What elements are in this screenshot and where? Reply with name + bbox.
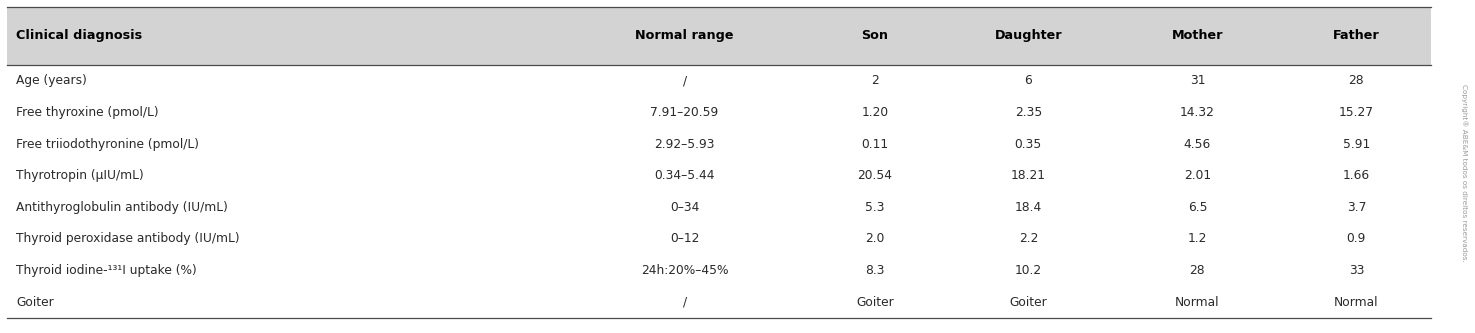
Text: Antithyroglobulin antibody (IU/mL): Antithyroglobulin antibody (IU/mL) xyxy=(16,201,227,214)
Text: Normal range: Normal range xyxy=(636,29,735,42)
Text: 1.2: 1.2 xyxy=(1187,232,1207,245)
Text: 2: 2 xyxy=(872,74,879,87)
Text: 2.01: 2.01 xyxy=(1184,169,1211,182)
Text: 31: 31 xyxy=(1190,74,1205,87)
Text: Goiter: Goiter xyxy=(855,296,894,309)
Text: Free thyroxine (pmol/L): Free thyroxine (pmol/L) xyxy=(16,106,158,119)
Text: 2.92–5.93: 2.92–5.93 xyxy=(655,138,715,151)
Text: 18.4: 18.4 xyxy=(1015,201,1041,214)
Text: 0.34–5.44: 0.34–5.44 xyxy=(655,169,715,182)
Text: Age (years): Age (years) xyxy=(16,74,87,87)
Text: 6: 6 xyxy=(1025,74,1032,87)
Text: Thyroid iodine-¹³¹I uptake (%): Thyroid iodine-¹³¹I uptake (%) xyxy=(16,264,196,277)
Text: 1.20: 1.20 xyxy=(861,106,888,119)
Bar xyxy=(7,7,1431,65)
Text: Clinical diagnosis: Clinical diagnosis xyxy=(16,29,142,42)
Text: 0.11: 0.11 xyxy=(861,138,888,151)
Text: /: / xyxy=(683,296,687,309)
Text: 5.91: 5.91 xyxy=(1342,138,1370,151)
Text: 28: 28 xyxy=(1348,74,1364,87)
Text: 0.9: 0.9 xyxy=(1347,232,1366,245)
Text: Daughter: Daughter xyxy=(994,29,1062,42)
Text: 14.32: 14.32 xyxy=(1180,106,1215,119)
Text: 1.66: 1.66 xyxy=(1342,169,1370,182)
Text: 2.2: 2.2 xyxy=(1019,232,1038,245)
Text: Mother: Mother xyxy=(1171,29,1223,42)
Text: Goiter: Goiter xyxy=(16,296,53,309)
Text: Son: Son xyxy=(861,29,888,42)
Text: 8.3: 8.3 xyxy=(866,264,885,277)
Text: 28: 28 xyxy=(1190,264,1205,277)
Text: 5.3: 5.3 xyxy=(866,201,885,214)
Text: Thyrotropin (μIU/mL): Thyrotropin (μIU/mL) xyxy=(16,169,143,182)
Text: 3.7: 3.7 xyxy=(1347,201,1366,214)
Text: 15.27: 15.27 xyxy=(1339,106,1373,119)
Text: Normal: Normal xyxy=(1333,296,1379,309)
Text: 4.56: 4.56 xyxy=(1184,138,1211,151)
Text: 7.91–20.59: 7.91–20.59 xyxy=(650,106,718,119)
Text: 2.35: 2.35 xyxy=(1015,106,1041,119)
Text: 24h:20%–45%: 24h:20%–45% xyxy=(640,264,729,277)
Text: Normal: Normal xyxy=(1176,296,1220,309)
Text: Copyright® ABE&M todos os direitos reservados.: Copyright® ABE&M todos os direitos reser… xyxy=(1462,84,1468,262)
Text: Father: Father xyxy=(1333,29,1379,42)
Text: 33: 33 xyxy=(1348,264,1364,277)
Text: 0.35: 0.35 xyxy=(1015,138,1041,151)
Text: Thyroid peroxidase antibody (IU/mL): Thyroid peroxidase antibody (IU/mL) xyxy=(16,232,239,245)
Text: 20.54: 20.54 xyxy=(857,169,892,182)
Text: 2.0: 2.0 xyxy=(866,232,885,245)
Text: Goiter: Goiter xyxy=(1009,296,1047,309)
Text: 10.2: 10.2 xyxy=(1015,264,1041,277)
Text: 0–34: 0–34 xyxy=(670,201,699,214)
Text: Free triiodothyronine (pmol/L): Free triiodothyronine (pmol/L) xyxy=(16,138,199,151)
Text: /: / xyxy=(683,74,687,87)
Text: 0–12: 0–12 xyxy=(670,232,699,245)
Text: 18.21: 18.21 xyxy=(1010,169,1046,182)
Text: 6.5: 6.5 xyxy=(1187,201,1207,214)
